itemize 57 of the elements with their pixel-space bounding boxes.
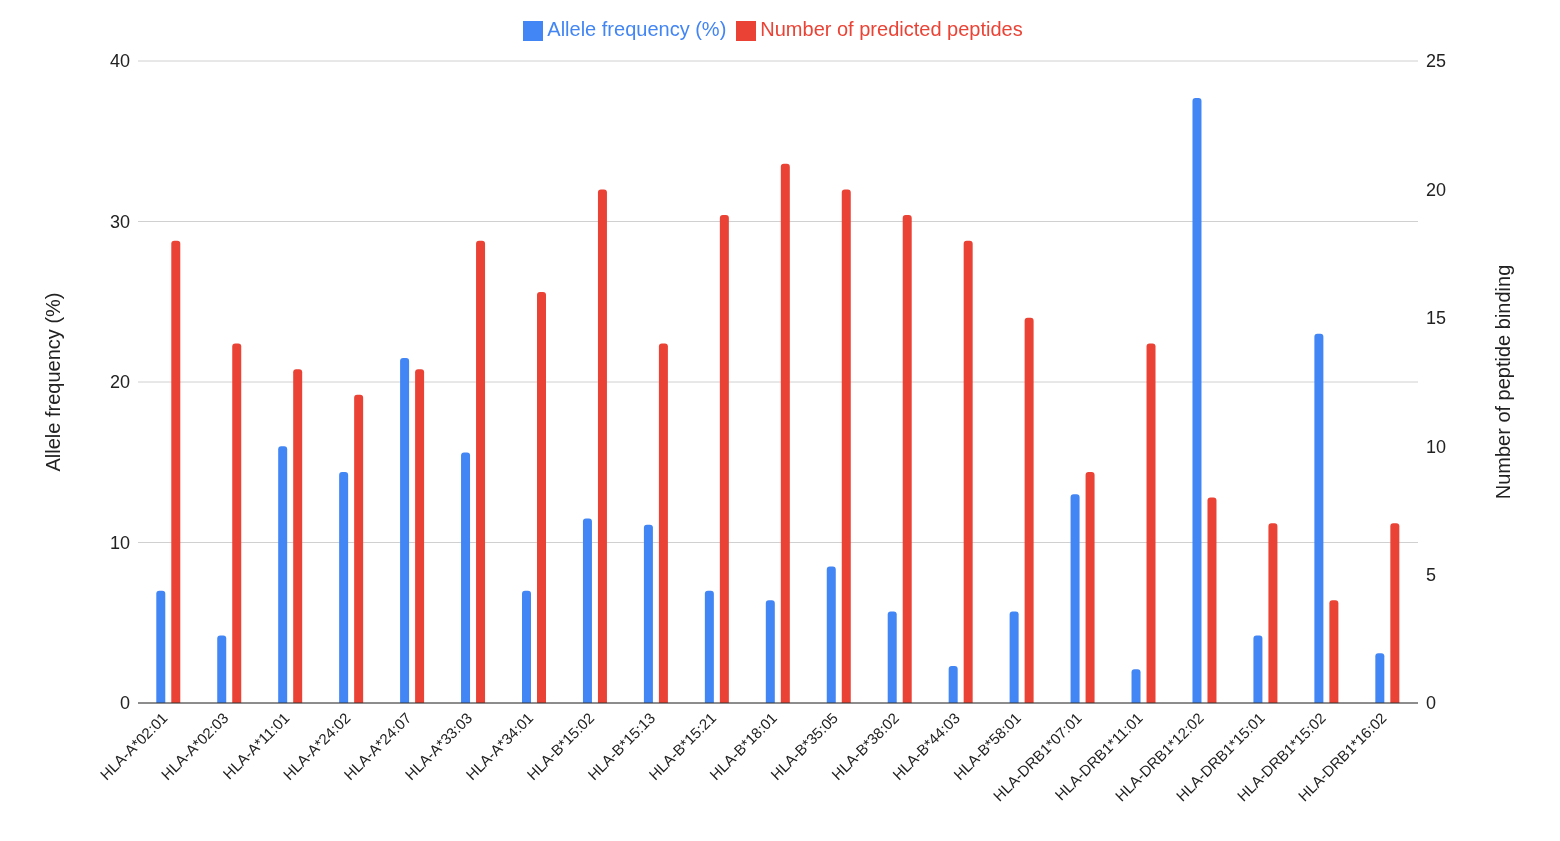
- y-axis-title: Allele frequency (%): [42, 292, 65, 472]
- bar: [1268, 523, 1278, 703]
- y2-axis-title: Number of peptide binding: [1492, 264, 1515, 500]
- bar: [293, 369, 303, 703]
- y-tick-label: 40: [109, 51, 130, 72]
- bar: [1024, 317, 1034, 703]
- bar: [948, 666, 958, 703]
- bar: [841, 189, 851, 703]
- bar: [719, 215, 729, 703]
- bar: [963, 240, 973, 703]
- bar: [1146, 343, 1156, 703]
- bar: [582, 518, 592, 703]
- y2-tick-label: 5: [1426, 564, 1437, 585]
- bar: [339, 471, 349, 703]
- bar: [902, 215, 912, 703]
- bar: [476, 240, 486, 703]
- bar: [1070, 494, 1080, 703]
- y-tick-label: 20: [109, 372, 130, 393]
- bar: [1314, 333, 1324, 703]
- bar: [354, 394, 364, 703]
- y-tick-label: 10: [109, 532, 130, 553]
- bar: [1390, 523, 1400, 703]
- bar: [522, 590, 531, 703]
- bar: [704, 590, 714, 703]
- bar: [1375, 653, 1385, 703]
- bar: [1085, 471, 1095, 703]
- legend-label: Number of predicted peptides: [760, 18, 1023, 40]
- bar: [461, 452, 471, 703]
- bar: [415, 369, 425, 703]
- y2-tick-label: 25: [1426, 51, 1447, 72]
- bar: [765, 600, 775, 703]
- bar: [1207, 497, 1217, 703]
- bar: [597, 189, 607, 703]
- bar: [643, 524, 653, 703]
- bar: [658, 343, 668, 703]
- y2-tick-label: 10: [1426, 436, 1447, 457]
- bar: [217, 635, 227, 703]
- bar: [887, 611, 897, 703]
- y2-tick-label: 0: [1426, 693, 1437, 714]
- bar: [171, 240, 181, 703]
- bar: [1329, 600, 1339, 703]
- y-tick-label: 0: [119, 693, 130, 714]
- bar: [1192, 97, 1202, 703]
- bar: [537, 292, 546, 703]
- y2-tick-label: 15: [1426, 308, 1447, 329]
- bar: [232, 343, 242, 703]
- bar: [400, 357, 410, 703]
- bar: [1131, 669, 1141, 703]
- y2-tick-label: 20: [1426, 179, 1447, 200]
- legend-label: Allele frequency (%): [547, 18, 727, 40]
- bar: [156, 590, 166, 703]
- bar: [1009, 611, 1019, 703]
- bar: [780, 163, 790, 703]
- y-tick-label: 30: [109, 211, 130, 232]
- bar: [278, 446, 288, 703]
- bar: [826, 566, 836, 703]
- bar: [1253, 635, 1263, 703]
